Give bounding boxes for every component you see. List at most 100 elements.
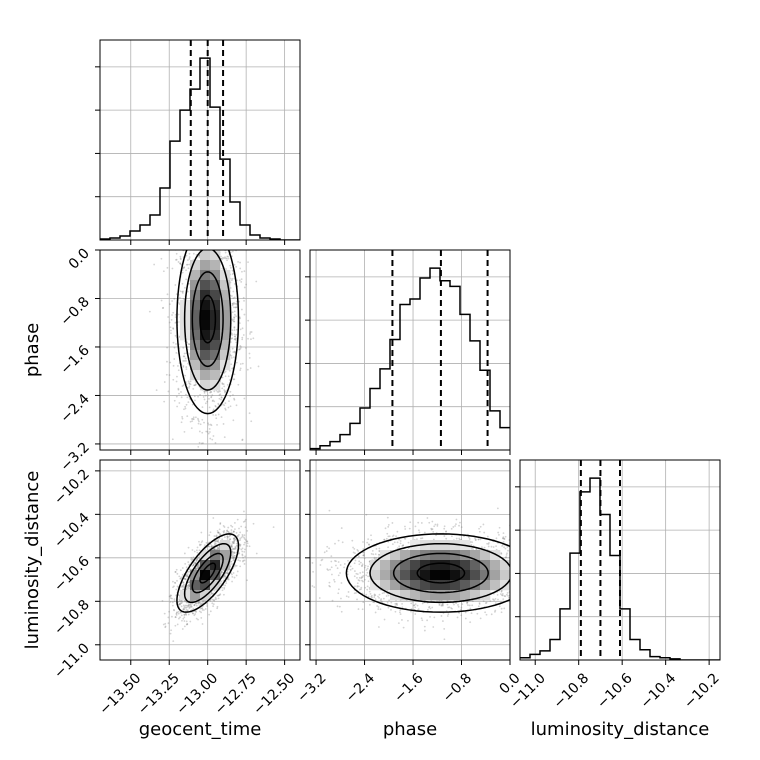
sample-point <box>229 538 231 541</box>
density-cell <box>200 290 211 301</box>
sample-point <box>243 520 246 523</box>
sample-point <box>189 606 192 608</box>
sample-point <box>217 391 220 393</box>
sample-point <box>195 243 197 245</box>
sample-point <box>186 415 189 418</box>
sample-point <box>233 530 235 533</box>
sample-point <box>511 600 513 602</box>
sample-point <box>414 525 417 528</box>
sample-point <box>451 607 453 610</box>
sample-point <box>195 611 197 613</box>
sample-point <box>206 605 208 607</box>
sample-point <box>199 423 202 426</box>
sample-point <box>426 517 429 519</box>
sample-point <box>187 380 190 383</box>
sample-point <box>233 306 235 309</box>
sample-point <box>233 356 235 359</box>
sample-point <box>175 293 178 296</box>
sample-point <box>214 596 217 599</box>
sample-point <box>213 218 215 220</box>
sample-point <box>186 575 189 577</box>
sample-point <box>368 586 371 589</box>
sample-point <box>208 406 211 409</box>
sample-point <box>181 585 184 587</box>
sample-point <box>178 392 180 395</box>
sample-point <box>205 541 208 544</box>
sample-point <box>232 351 235 354</box>
sample-point <box>399 540 402 542</box>
sample-point <box>199 229 201 231</box>
density-cell <box>210 260 221 271</box>
sample-point <box>170 319 173 321</box>
sample-point <box>196 565 199 568</box>
sample-point <box>233 576 236 579</box>
sample-point <box>511 557 513 559</box>
x-tick-label: −13.00 <box>173 670 221 718</box>
sample-point <box>168 321 171 324</box>
sample-point <box>441 620 444 622</box>
sample-point <box>175 258 178 261</box>
sample-point <box>195 383 197 386</box>
sample-point <box>191 420 194 423</box>
sample-point <box>238 223 240 225</box>
sample-point <box>210 545 213 548</box>
sample-point <box>168 595 171 598</box>
sample-point <box>199 247 201 249</box>
sample-point <box>200 238 202 240</box>
density-cell <box>200 380 211 391</box>
sample-point <box>178 602 181 605</box>
sample-point <box>244 518 247 521</box>
sample-point <box>234 306 237 309</box>
sample-point <box>418 531 421 534</box>
sample-point <box>162 306 165 309</box>
sample-point <box>230 531 233 534</box>
density-cell <box>220 310 231 321</box>
sample-point <box>173 608 175 611</box>
sample-point <box>220 570 223 573</box>
density-cell <box>220 560 231 571</box>
sample-point <box>243 563 246 565</box>
sample-point <box>218 394 221 397</box>
sample-point <box>197 395 199 398</box>
sample-point <box>226 529 229 532</box>
sample-point <box>166 360 168 363</box>
sample-point <box>183 584 185 587</box>
sample-point <box>239 559 241 562</box>
sample-point <box>235 333 238 336</box>
sample-point <box>177 388 180 391</box>
sample-point <box>192 556 195 559</box>
sample-point <box>608 565 610 567</box>
sample-point <box>218 221 220 223</box>
sample-point <box>191 612 194 615</box>
sample-point <box>197 446 200 448</box>
sample-point <box>186 605 189 608</box>
sample-point <box>196 602 199 604</box>
density-cell <box>190 260 201 271</box>
sample-point <box>201 406 204 409</box>
sample-point <box>243 397 246 400</box>
sample-point <box>203 609 205 611</box>
sample-point <box>167 616 170 619</box>
sample-point <box>178 600 181 603</box>
sample-point <box>204 548 207 551</box>
sample-point <box>184 578 187 581</box>
sample-point <box>212 414 215 416</box>
sample-point <box>182 617 185 620</box>
sample-point <box>219 393 222 396</box>
sample-point <box>174 616 177 618</box>
sample-point <box>225 572 227 574</box>
sample-point <box>349 565 352 568</box>
sample-point <box>217 540 220 543</box>
sample-point <box>192 563 195 566</box>
sample-point <box>455 518 458 521</box>
sample-point <box>177 365 179 367</box>
sample-point <box>214 244 216 246</box>
sample-point <box>223 436 226 439</box>
sample-point <box>420 617 423 620</box>
sample-point <box>226 572 229 575</box>
sample-point <box>190 605 193 607</box>
sample-point <box>165 373 168 376</box>
sample-point <box>175 568 178 571</box>
sample-point <box>233 554 236 557</box>
sample-point <box>212 399 214 402</box>
